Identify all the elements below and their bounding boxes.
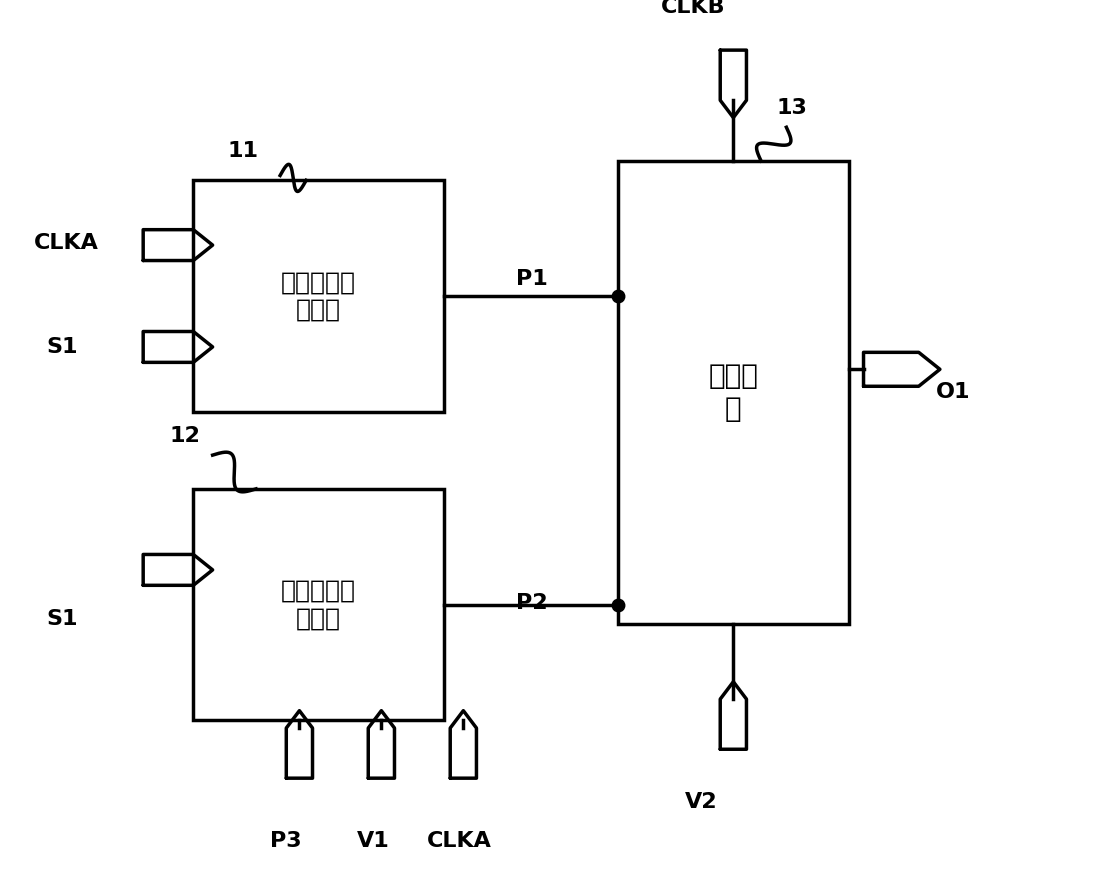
Text: 13: 13: [777, 98, 808, 118]
Bar: [194, 489, 444, 720]
Text: V2: V2: [685, 792, 717, 812]
Text: CLKA: CLKA: [426, 830, 492, 851]
Text: O1: O1: [935, 383, 971, 402]
Text: P3: P3: [270, 830, 302, 851]
Text: 第一节点控
制电路: 第一节点控 制电路: [281, 270, 356, 321]
Text: CLKB: CLKB: [661, 0, 726, 17]
Bar: [194, 180, 444, 412]
Text: 12: 12: [169, 426, 200, 446]
Text: CLKA: CLKA: [34, 233, 100, 253]
Text: S1: S1: [46, 337, 79, 357]
Text: V1: V1: [358, 830, 390, 851]
Text: P2: P2: [516, 593, 548, 612]
Bar: [618, 161, 849, 624]
Text: P1: P1: [516, 269, 548, 289]
Text: 输出电
路: 输出电 路: [708, 363, 758, 422]
Text: 11: 11: [227, 141, 258, 161]
Text: 第二节点控
制电路: 第二节点控 制电路: [281, 579, 356, 631]
Text: S1: S1: [46, 609, 79, 629]
